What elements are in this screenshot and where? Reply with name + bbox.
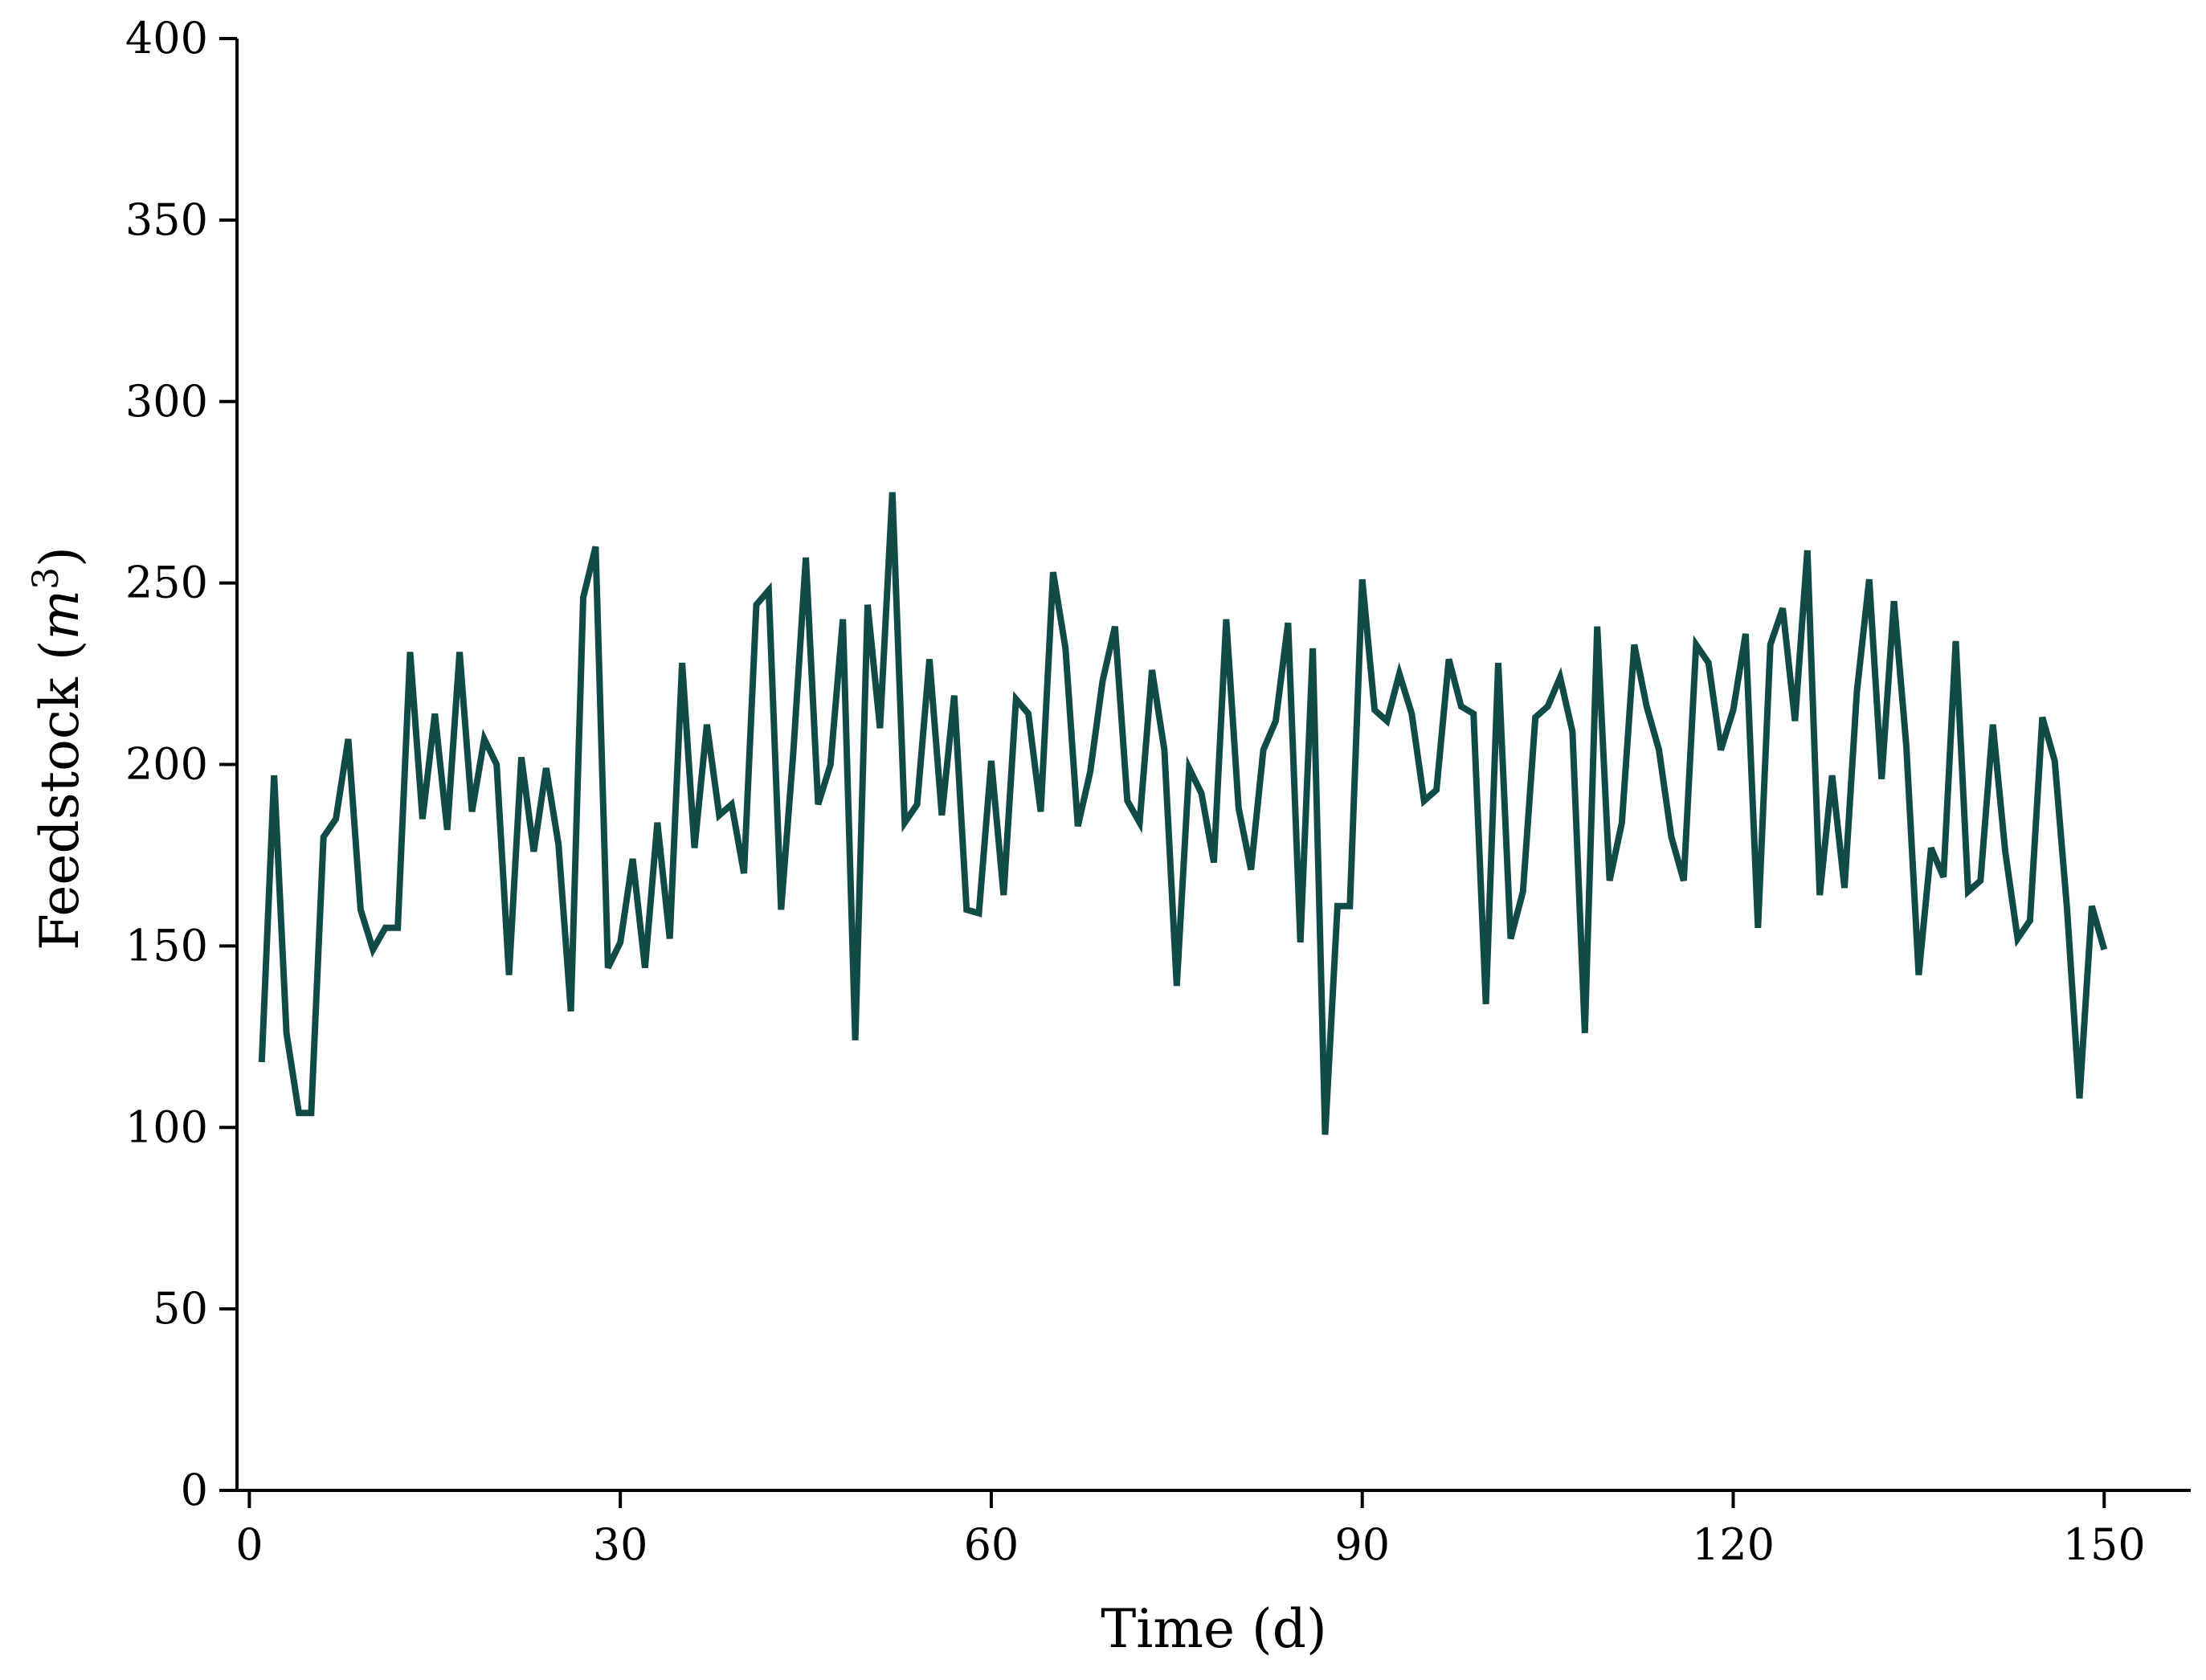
x-tick-label: 0 — [235, 1519, 263, 1570]
y-tick-label: 150 — [125, 920, 208, 971]
x-axis-ticks: 0 30 60 90 120 150 — [235, 1490, 2146, 1570]
y-tick-label: 350 — [125, 194, 208, 245]
y-axis-title: Feedstock (m3) — [26, 546, 92, 950]
y-axis-title-close: ) — [29, 546, 91, 567]
x-tick-label: 60 — [964, 1519, 1019, 1570]
x-tick-label: 30 — [593, 1519, 648, 1570]
series-line — [258, 492, 2108, 1135]
y-tick-label: 100 — [125, 1102, 208, 1152]
y-axis-ticks: 0 50 100 150 200 250 300 350 400 — [125, 13, 237, 1515]
y-tick-label: 50 — [153, 1283, 208, 1334]
y-axis-title-unit: m — [29, 590, 91, 640]
x-tick-label: 120 — [1692, 1519, 1775, 1570]
x-tick-label: 150 — [2063, 1519, 2146, 1570]
y-axis-title-exponent: 3 — [26, 567, 67, 590]
y-tick-label: 0 — [181, 1465, 208, 1515]
x-axis-title: Time (d) — [1101, 1598, 1327, 1660]
y-axis-title-text: Feedstock ( — [29, 640, 91, 950]
x-tick-label: 90 — [1334, 1519, 1390, 1570]
y-tick-label: 300 — [125, 376, 208, 427]
y-tick-label: 250 — [125, 558, 208, 608]
y-tick-label: 400 — [125, 13, 208, 63]
y-tick-label: 200 — [125, 739, 208, 790]
